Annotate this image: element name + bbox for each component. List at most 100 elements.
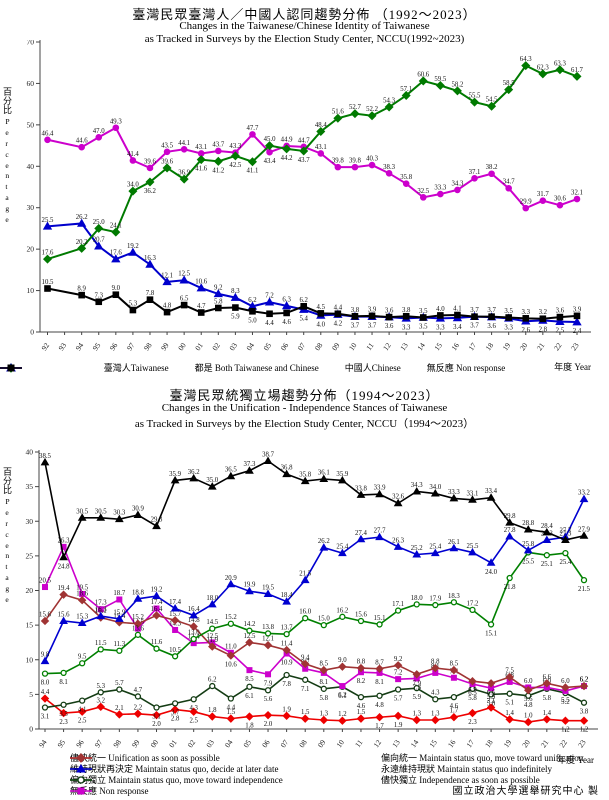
svg-text:22: 22	[557, 738, 569, 750]
legend-item-independence-asap: 儘快獨立 Independence as soon as possible	[70, 774, 583, 785]
svg-text:17.4: 17.4	[151, 599, 163, 606]
svg-text:6.1: 6.1	[245, 693, 254, 700]
svg-text:31.7: 31.7	[537, 191, 549, 198]
svg-text:5.0: 5.0	[487, 700, 496, 707]
svg-text:43.4: 43.4	[264, 158, 276, 165]
svg-text:15.7: 15.7	[169, 611, 181, 618]
svg-text:2.3: 2.3	[468, 719, 477, 726]
svg-text:8.2: 8.2	[357, 678, 366, 685]
svg-text:25.5: 25.5	[42, 217, 54, 224]
svg-text:8.5: 8.5	[245, 676, 254, 683]
svg-text:3.9: 3.9	[573, 306, 582, 313]
svg-text:15: 15	[432, 341, 444, 353]
svg-text:4.1: 4.1	[453, 306, 462, 313]
percent-label-zh-2: 百 分 比	[3, 467, 13, 495]
svg-text:3.1: 3.1	[152, 714, 161, 721]
svg-text:11.9: 11.9	[206, 637, 218, 644]
svg-text:18.6: 18.6	[76, 591, 88, 598]
svg-text:16.3: 16.3	[95, 607, 107, 614]
svg-text:16.4: 16.4	[151, 606, 163, 613]
svg-text:95: 95	[56, 738, 68, 750]
svg-text:17.3: 17.3	[95, 600, 107, 607]
svg-text:1.3: 1.3	[431, 710, 440, 717]
svg-text:3.3: 3.3	[504, 324, 513, 331]
svg-text:5.2: 5.2	[561, 699, 570, 706]
svg-text:25.0: 25.0	[93, 219, 105, 226]
svg-text:26.3: 26.3	[58, 537, 70, 544]
svg-text:14: 14	[409, 738, 421, 750]
svg-text:97: 97	[93, 738, 105, 750]
svg-text:35: 35	[26, 482, 34, 491]
svg-text:16.3: 16.3	[144, 255, 156, 262]
svg-text:4.2: 4.2	[334, 321, 343, 328]
svg-text:7.3: 7.3	[412, 684, 421, 691]
svg-text:2.5: 2.5	[78, 718, 87, 725]
svg-text:9.8: 9.8	[41, 652, 50, 659]
svg-text:6.2: 6.2	[338, 692, 347, 699]
legend-label-lean-independence: 偏向獨立 Maintain status quo, move toward in…	[70, 775, 283, 785]
svg-text:25.4: 25.4	[336, 544, 348, 551]
svg-text:24.1: 24.1	[110, 223, 122, 230]
svg-text:16: 16	[449, 341, 461, 353]
svg-text:17: 17	[464, 738, 476, 750]
svg-text:16.4: 16.4	[188, 606, 200, 613]
svg-text:12.5: 12.5	[243, 633, 255, 640]
svg-text:97: 97	[125, 341, 137, 353]
svg-text:12: 12	[381, 341, 393, 353]
stance-chart-title-en1: Changes in the Unification - Independenc…	[161, 402, 448, 414]
svg-text:39.6: 39.6	[161, 158, 173, 165]
svg-text:8.5: 8.5	[320, 661, 329, 668]
svg-text:40: 40	[26, 448, 34, 457]
svg-text:0: 0	[29, 725, 33, 734]
svg-text:38.5: 38.5	[39, 453, 51, 460]
svg-text:9.0: 9.0	[338, 657, 347, 664]
svg-text:15.6: 15.6	[39, 611, 51, 618]
svg-text:7.9: 7.9	[412, 680, 421, 687]
svg-text:52.2: 52.2	[366, 106, 378, 113]
svg-text:3.7: 3.7	[470, 307, 479, 314]
svg-text:21: 21	[539, 738, 551, 750]
svg-text:44.1: 44.1	[178, 140, 190, 147]
svg-text:15.2: 15.2	[225, 614, 237, 621]
svg-text:25.1: 25.1	[541, 561, 553, 568]
legend-item-lean-unification: 偏向統一 Maintain status quo, move toward un…	[70, 752, 583, 763]
svg-text:13: 13	[390, 738, 402, 750]
svg-text:15.6: 15.6	[355, 611, 367, 618]
percent-label-en-2: P e r c e n t a g e	[5, 497, 10, 604]
svg-text:20: 20	[27, 245, 35, 254]
svg-text:4.6: 4.6	[357, 703, 366, 710]
svg-text:99: 99	[159, 341, 171, 353]
svg-text:44.9: 44.9	[281, 136, 293, 143]
legend-label-nonresponse: 無反應 Non response	[426, 363, 506, 373]
svg-text:15.0: 15.0	[318, 616, 330, 623]
svg-text:7.5: 7.5	[505, 668, 514, 675]
svg-text:37.3: 37.3	[243, 461, 255, 468]
svg-text:20.2: 20.2	[76, 239, 88, 246]
svg-text:33.3: 33.3	[448, 489, 460, 496]
svg-text:1.5: 1.5	[227, 709, 236, 716]
svg-text:35.9: 35.9	[169, 471, 181, 478]
svg-text:0: 0	[30, 328, 34, 337]
svg-text:30: 30	[26, 517, 34, 526]
svg-text:13.7: 13.7	[281, 625, 293, 632]
svg-text:10.5: 10.5	[169, 647, 181, 654]
svg-text:12.5: 12.5	[206, 633, 218, 640]
svg-text:5.5: 5.5	[561, 697, 570, 704]
svg-text:4.3: 4.3	[431, 690, 440, 697]
svg-text:23: 23	[569, 341, 581, 353]
svg-text:52.7: 52.7	[349, 104, 361, 111]
svg-text:20.9: 20.9	[225, 575, 237, 582]
svg-text:2.0: 2.0	[152, 721, 161, 728]
stance-chart-legend: 儘快統一 Unification as soon as possible 偏向統一…	[70, 752, 583, 796]
svg-text:2.5: 2.5	[189, 718, 198, 725]
svg-text:43.7: 43.7	[212, 141, 224, 148]
svg-text:8.3: 8.3	[231, 288, 240, 295]
svg-text:5.3: 5.3	[129, 301, 138, 308]
svg-text:30.6: 30.6	[554, 196, 566, 203]
svg-text:2.1: 2.1	[115, 705, 124, 712]
svg-text:4.7: 4.7	[134, 687, 143, 694]
svg-text:25.8: 25.8	[522, 541, 534, 548]
svg-text:23: 23	[576, 738, 588, 750]
svg-text:21.8: 21.8	[504, 584, 516, 591]
